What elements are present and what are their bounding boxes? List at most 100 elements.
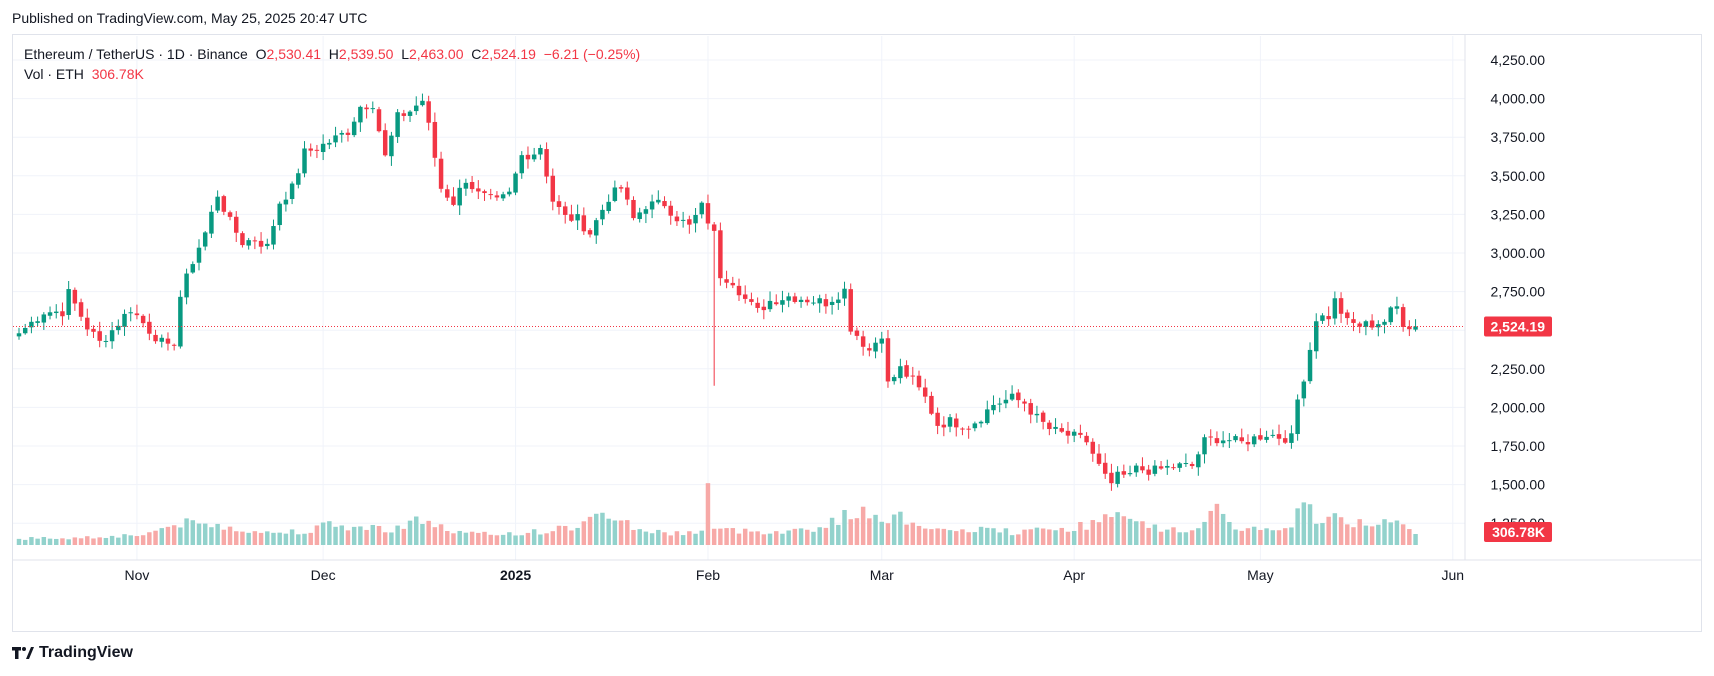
volume-bar [1276, 530, 1282, 545]
volume-bar [500, 534, 506, 545]
volume-bar [1233, 529, 1238, 545]
volume-bar [1009, 535, 1015, 545]
candle-body [202, 232, 208, 247]
volume-bar [246, 532, 251, 545]
volume-bar [947, 530, 953, 545]
volume-bar [811, 531, 816, 545]
volume-bar [1084, 529, 1089, 545]
volume-bar [494, 535, 500, 545]
last-volume-label: 306.78K [1492, 524, 1545, 540]
candle-body [736, 285, 742, 296]
candle-body [1276, 434, 1282, 439]
candle-body [525, 154, 531, 160]
tradingview-brand[interactable]: TradingView [12, 644, 133, 662]
volume-bar [1245, 528, 1251, 545]
symbol-title[interactable]: Ethereum / TetherUS · 1D · Binance [24, 46, 248, 62]
volume-bar [674, 531, 680, 545]
candle-body [724, 279, 729, 283]
volume-bar [606, 518, 611, 545]
volume-bar [153, 530, 158, 545]
volume-bar [1065, 531, 1071, 545]
volume-bar [1096, 522, 1102, 545]
volume-bar [649, 533, 655, 545]
candle-body [240, 233, 245, 246]
volume-bar [457, 530, 462, 545]
candle-body [1090, 441, 1096, 454]
candle-body [507, 191, 512, 195]
candle-body [550, 175, 556, 202]
volume-bar [1400, 524, 1406, 545]
volume-bar [786, 530, 791, 545]
volume-label[interactable]: Vol · ETH [24, 66, 84, 82]
volume-bar [184, 518, 189, 545]
candle-body [1345, 312, 1350, 319]
candle-body [500, 194, 506, 199]
volume-bar [320, 522, 326, 545]
volume-bar [1127, 518, 1133, 545]
volume-bar [854, 518, 860, 545]
volume-bar [817, 527, 822, 545]
candle-body [438, 158, 444, 189]
candle-body [1134, 465, 1139, 473]
volume-bar [1270, 530, 1276, 545]
volume-bar [1053, 530, 1058, 545]
volume-bar [91, 538, 96, 545]
time-tick-label: Dec [311, 567, 336, 583]
candle-body [302, 148, 307, 174]
price-tick-label: 1,750.00 [1491, 438, 1546, 454]
volume-bar [1314, 523, 1319, 545]
volume-bar [333, 526, 338, 545]
volume-bar [196, 523, 202, 545]
volume-bar [1028, 529, 1033, 545]
volume-bar [1251, 526, 1257, 545]
candle-body [985, 409, 990, 424]
volume-bar [1282, 528, 1288, 545]
candle-body [1084, 435, 1089, 443]
volume-bar [823, 527, 829, 545]
volume-bar [941, 528, 947, 545]
candle-body [1165, 465, 1170, 468]
volume-bar [258, 532, 264, 545]
candle-body [680, 219, 686, 221]
candle-body [1003, 399, 1009, 404]
volume-bar [879, 521, 884, 545]
volume-bar [1338, 517, 1344, 545]
published-line: Published on TradingView.com, May 25, 20… [12, 10, 368, 26]
volume-bar [252, 531, 258, 545]
volume-bar [581, 521, 587, 545]
volume-bar [289, 529, 295, 545]
candle-body [1320, 315, 1325, 321]
candle-body [1214, 438, 1220, 444]
candle-body [1078, 432, 1083, 435]
volume-bar [1289, 527, 1294, 545]
volume-bar [1239, 530, 1244, 545]
volume-bar [1003, 528, 1009, 545]
volume-bar [742, 528, 748, 545]
volume-bar [382, 532, 388, 545]
candle-body [829, 301, 835, 305]
candle-body [370, 108, 376, 110]
candle-body [1009, 393, 1015, 400]
volume-bar [1320, 523, 1325, 545]
candles [16, 93, 1418, 491]
volume-bar [215, 523, 220, 545]
volume-bar [178, 527, 183, 545]
candle-body [1202, 437, 1207, 455]
candle-body [972, 423, 978, 429]
candle-body [320, 143, 326, 153]
last-volume-badge [1484, 522, 1552, 542]
volume-bar [587, 516, 593, 545]
volume-bar [935, 528, 940, 545]
volume-bar [1090, 520, 1096, 545]
candlestick-chart[interactable]: 1,250.001,500.001,750.002,000.002,250.00… [0, 0, 1714, 640]
volume-bar [314, 525, 320, 545]
volume-bar [637, 529, 642, 545]
volume-bar [891, 514, 897, 545]
volume-bar [755, 531, 760, 545]
chart-frame[interactable] [12, 34, 1702, 632]
volume-bar [904, 524, 909, 545]
volume-bar [482, 531, 487, 545]
grid-lines [13, 35, 1701, 561]
volume-bar [618, 520, 624, 545]
candle-body [60, 311, 65, 317]
